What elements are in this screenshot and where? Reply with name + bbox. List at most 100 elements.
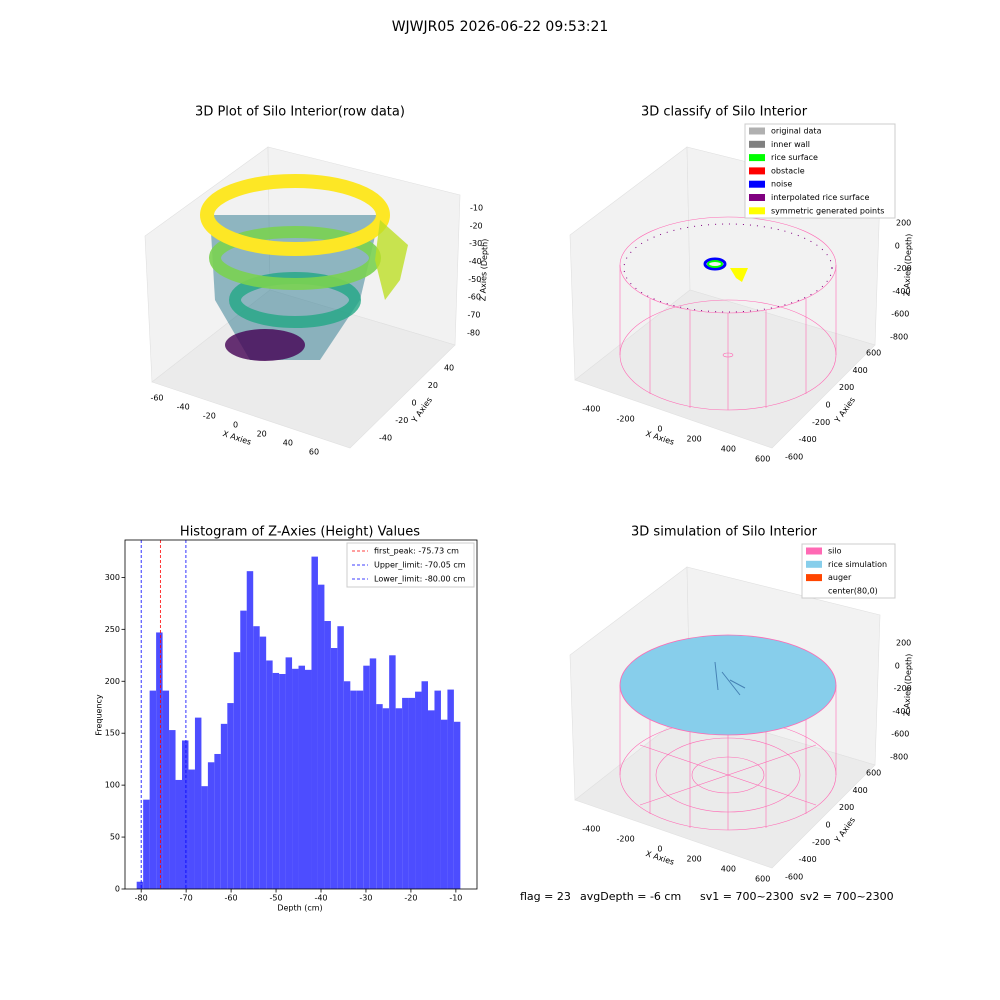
legend-label: rice surface	[771, 153, 818, 162]
legend-swatch	[749, 180, 765, 188]
panel-3d-classify: 3D classify of Silo Interior X Axies Y A…	[569, 105, 914, 449]
bar	[363, 665, 370, 889]
legend-label: noise	[771, 180, 792, 189]
panel-title: 3D classify of Silo Interior	[641, 105, 808, 120]
bar	[389, 655, 396, 889]
bar	[175, 779, 183, 889]
plot-frame	[124, 539, 478, 890]
legend-label: obstacle	[771, 166, 805, 175]
legend-box	[744, 123, 896, 219]
y-tick-label: -600	[785, 873, 803, 882]
footer-depth: avgDepth = -6 cm	[580, 890, 681, 903]
silo-wireframe	[619, 216, 837, 411]
x-tick-label: -50	[270, 894, 283, 903]
y-tick-label: 0	[412, 399, 417, 408]
bar	[343, 681, 351, 889]
y-tick-label: 0	[826, 401, 831, 410]
y-tick-label: 200	[839, 803, 854, 812]
y-tick-label: 400	[853, 786, 868, 795]
x-axis-label: X Axies	[222, 429, 253, 447]
legend-label: original data	[771, 127, 822, 136]
y-tick-label: 150	[105, 729, 120, 738]
bar	[337, 626, 344, 889]
x-tick-label: -20	[404, 894, 417, 903]
y-tick-label: -400	[799, 855, 817, 864]
bar	[253, 626, 260, 889]
y-tick-label: 200	[105, 677, 120, 686]
legend-swatch	[806, 560, 822, 568]
bar	[376, 704, 383, 889]
z-tick-label: 0	[895, 241, 900, 250]
bar	[324, 621, 331, 889]
rice-surface-points	[707, 260, 723, 268]
x-tick-label: 40	[283, 439, 293, 448]
x-tick-label: 600	[755, 455, 770, 464]
legend-label: first_peak: -75.73 cm	[374, 547, 459, 556]
figure-title: WJWJR05 2026-06-22 09:53:21	[392, 19, 609, 35]
y-axis-label: Y Axies	[832, 816, 857, 846]
panel-histogram: Histogram of Z-Axies (Height) Values Dep…	[95, 525, 421, 913]
point-cloud	[375, 220, 408, 300]
z-axis-label: Z Axies (Depth)	[478, 239, 489, 302]
y-axis-label: Frequency	[95, 694, 104, 736]
legend-swatch	[806, 547, 822, 555]
auger	[714, 661, 746, 696]
x-tick-label: -40	[314, 894, 327, 903]
bar	[317, 584, 325, 889]
bar	[402, 697, 409, 889]
y-axis-label: Y Axies	[832, 396, 857, 426]
bar	[369, 658, 377, 889]
bar	[233, 652, 241, 889]
bar	[136, 881, 144, 889]
rice-simulation-surface	[619, 634, 837, 736]
x-tick-label: 0	[657, 425, 662, 434]
bar	[188, 769, 195, 889]
bar	[395, 708, 403, 889]
bar	[382, 708, 390, 889]
x-tick-label: -70	[180, 894, 193, 903]
y-tick-label: 100	[105, 781, 120, 790]
legend-box	[346, 542, 475, 588]
panel-title: Histogram of Z-Axies (Height) Values	[180, 525, 420, 540]
z-tick-label: -600	[891, 310, 909, 319]
point-cloud	[200, 174, 390, 256]
z-tick-label: -600	[891, 730, 909, 739]
x-tick-label: -20	[203, 412, 216, 421]
y-tick-label: -600	[785, 453, 803, 462]
x-tick-label: -80	[135, 894, 148, 903]
z-tick-label: -80	[467, 328, 480, 337]
bar	[427, 710, 435, 889]
bar	[162, 690, 170, 889]
bar	[169, 730, 176, 889]
z-tick-label: 200	[896, 219, 911, 228]
bar	[415, 691, 422, 889]
footer-sv1: sv1 = 700~2300	[700, 890, 794, 903]
x-tick-label: 0	[657, 845, 662, 854]
legend-label: auger	[828, 573, 852, 582]
z-axis-label: Z Axies (Depth)	[902, 654, 913, 717]
bar	[240, 610, 247, 889]
z-tick-label: -20	[470, 221, 483, 230]
z-tick-label: 200	[896, 639, 911, 648]
point-cloud	[225, 329, 305, 361]
bar	[194, 717, 202, 889]
bar	[156, 632, 163, 889]
legend-label: Lower_limit: -80.00 cm	[374, 575, 466, 584]
x-axis-label: Depth (cm)	[277, 904, 322, 913]
x-tick-label: -200	[617, 835, 635, 844]
bar	[311, 556, 318, 889]
y-tick-label: -200	[812, 838, 830, 847]
z-tick-label: -70	[467, 311, 480, 320]
bar	[246, 571, 254, 889]
bar	[305, 669, 312, 889]
z-tick-label: -10	[470, 203, 483, 212]
x-tick-label: 20	[257, 430, 267, 439]
y-tick-label: 300	[105, 573, 120, 582]
bar	[143, 799, 150, 889]
legend-swatch	[749, 194, 765, 201]
z-axis-label: Z Axies (Depth)	[902, 234, 913, 297]
legend-swatch	[749, 127, 765, 135]
bar	[227, 703, 234, 889]
y-tick-label: -400	[799, 435, 817, 444]
